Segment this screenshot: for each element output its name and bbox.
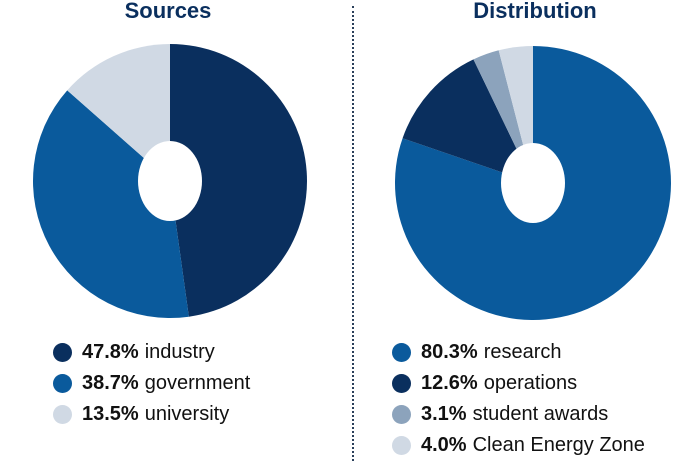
legend-item: 80.3% research (392, 337, 645, 368)
legend-swatch (392, 405, 411, 424)
legend-percent: 12.6% (421, 372, 478, 394)
legend-percent: 3.1% (421, 403, 467, 425)
legend-swatch (392, 436, 411, 455)
legend-label: research (483, 341, 562, 363)
legend-item: 47.8% industry (53, 337, 250, 368)
legend-percent: 4.0% (421, 434, 467, 456)
distribution-title: Distribution (473, 0, 597, 23)
slice-industry (170, 44, 307, 317)
legend-label: Clean Energy Zone (472, 434, 645, 456)
legend-item: 3.1% student awards (392, 399, 645, 430)
legend-item: 38.7% government (53, 368, 250, 399)
legend-label: government (144, 372, 251, 394)
slice-government (33, 90, 189, 319)
slice-operations (402, 59, 533, 183)
legend-item: 12.6% operations (392, 368, 645, 399)
legend-percent: 80.3% (421, 341, 478, 363)
legend-percent: 38.7% (82, 372, 139, 394)
legend-percent: 13.5% (82, 403, 139, 425)
distribution-legend: 80.3% research 12.6% operations 3.1% student … (392, 337, 645, 461)
legend-item: 4.0% Clean Energy Zone (392, 430, 645, 461)
sources-title: Sources (124, 0, 212, 23)
legend-percent: 47.8% (82, 341, 139, 363)
legend-swatch (53, 405, 72, 424)
legend-label: student awards (472, 403, 609, 425)
legend-label: industry (144, 341, 215, 363)
sources-legend: 47.8% industry 38.7% government 13.5% univers… (53, 337, 250, 430)
legend-swatch (392, 343, 411, 362)
divider (352, 6, 354, 461)
legend-swatch (392, 374, 411, 393)
legend-item: 13.5% university (53, 399, 250, 430)
donut-hole (501, 143, 565, 223)
donut-hole (138, 141, 202, 221)
slice-university (67, 44, 170, 181)
legend-swatch (53, 343, 72, 362)
legend-swatch (53, 374, 72, 393)
legend-label: university (144, 403, 230, 425)
legend-label: operations (483, 372, 578, 394)
